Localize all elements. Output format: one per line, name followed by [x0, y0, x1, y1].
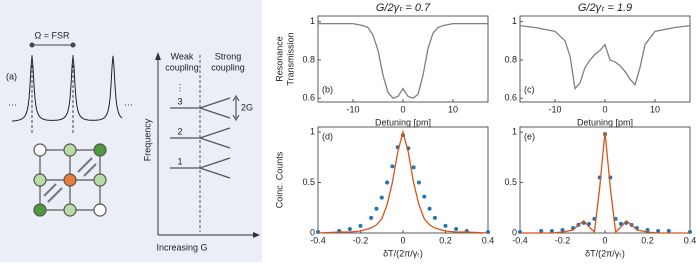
y-tick-label: 0.5 — [504, 177, 517, 187]
x-tick-label: 0.4 — [482, 235, 495, 245]
ellipsis: ⋯ — [8, 99, 17, 109]
y-tick-label: 1 — [310, 16, 315, 26]
arrow-head — [155, 52, 161, 60]
data-point — [454, 226, 459, 231]
chart-title: G/2γₜ = 1.9 — [578, 2, 632, 14]
fsr-dot — [29, 42, 35, 48]
data-line — [317, 129, 489, 234]
x-tick-label: 0 — [400, 235, 405, 245]
y-axis-label: Coinc. Counts — [274, 151, 284, 208]
x-axis-label: Detuning [pm] — [375, 117, 431, 127]
levels — [170, 94, 240, 179]
plot-area — [317, 126, 489, 234]
comb-spectrum — [11, 55, 123, 122]
data-point — [539, 228, 544, 233]
data-line — [520, 131, 690, 234]
y-tick-label: 0.6 — [504, 93, 517, 103]
x-tick-label: -0.2 — [555, 235, 571, 245]
splitting-label: 2G — [241, 102, 253, 112]
y-axis-label: Resonance — [274, 36, 284, 82]
strong-label: Strong — [215, 51, 242, 61]
weak-label: Weak — [171, 51, 194, 61]
y-axis-label: Transmission — [285, 32, 295, 85]
strong-label: coupling — [211, 62, 245, 72]
data-point — [656, 228, 661, 233]
level-label: 2 — [177, 126, 182, 136]
panel-label: (d) — [322, 131, 333, 141]
data-point — [379, 195, 384, 200]
y-tick-label: 1 — [310, 126, 315, 136]
more-levels: ⋮ — [176, 82, 185, 92]
frequency-label: Frequency — [142, 118, 152, 161]
y-tick-label: 0.8 — [302, 54, 315, 64]
panel-a-background — [0, 0, 262, 262]
data-point — [560, 227, 565, 232]
x-axis-label: Detuning [pm] — [577, 117, 633, 127]
x-tick-label: 10 — [448, 104, 458, 114]
level-label: 3 — [177, 96, 182, 106]
weak-label: coupling — [165, 62, 199, 72]
g-label: Increasing G — [156, 242, 207, 252]
fsr-dot — [70, 42, 76, 48]
data-point — [427, 206, 432, 211]
data-point — [666, 228, 671, 233]
plot-area — [519, 126, 691, 234]
ellipsis: ⋯ — [124, 99, 133, 109]
x-tick-label: -10 — [548, 104, 561, 114]
data-point — [358, 223, 363, 228]
x-tick-label: 10 — [650, 104, 660, 114]
y-tick-label: 0 — [512, 227, 517, 237]
x-tick-label: -10 — [346, 104, 359, 114]
x-tick-label: 0 — [602, 104, 607, 114]
y-tick-label: 0.5 — [302, 177, 315, 187]
panel-a: (a) Ω = FSR ⋯ ⋯ Weak coupling Strong cou… — [6, 30, 260, 252]
x-tick-label: 0.2 — [641, 235, 654, 245]
lattice — [33, 143, 107, 217]
x-tick-label: 0 — [400, 104, 405, 114]
data-point — [422, 194, 427, 199]
data-line — [519, 24, 691, 91]
y-tick-label: 1 — [512, 16, 517, 26]
data-point — [369, 215, 374, 220]
data-point — [443, 223, 448, 228]
y-tick-label: 0 — [310, 227, 315, 237]
data-line — [318, 22, 488, 99]
level-label: 1 — [177, 156, 182, 166]
panel-label: (e) — [524, 131, 535, 141]
panel-label: (c) — [524, 84, 535, 94]
data-point — [411, 165, 416, 170]
x-tick-label: -0.2 — [353, 235, 369, 245]
x-axis-label: δT/(2π/γₜ) — [585, 248, 625, 258]
arrow-head — [253, 232, 260, 238]
chart-title: G/2γₜ = 0.7 — [376, 2, 431, 14]
panel-label: (b) — [322, 84, 333, 94]
data-point — [432, 215, 437, 220]
y-tick-label: 1 — [512, 126, 517, 136]
x-tick-label: -0.4 — [512, 235, 528, 245]
x-tick-label: 0 — [602, 235, 607, 245]
x-tick-label: -0.4 — [310, 235, 326, 245]
y-tick-label: 0.8 — [504, 54, 517, 64]
data-point — [390, 164, 395, 169]
data-point — [645, 227, 650, 232]
data-point — [416, 180, 421, 185]
data-point — [549, 228, 554, 233]
data-point — [347, 226, 352, 231]
y-tick-label: 0.6 — [302, 93, 315, 103]
x-axis-label: δT/(2π/γₜ) — [383, 248, 423, 258]
data-point — [385, 180, 390, 185]
x-tick-label: 0.4 — [684, 235, 697, 245]
data-point — [374, 206, 379, 211]
fsr-label: Ω = FSR — [35, 30, 70, 40]
x-tick-label: 0.2 — [439, 235, 452, 245]
panel-label: (a) — [6, 71, 17, 81]
